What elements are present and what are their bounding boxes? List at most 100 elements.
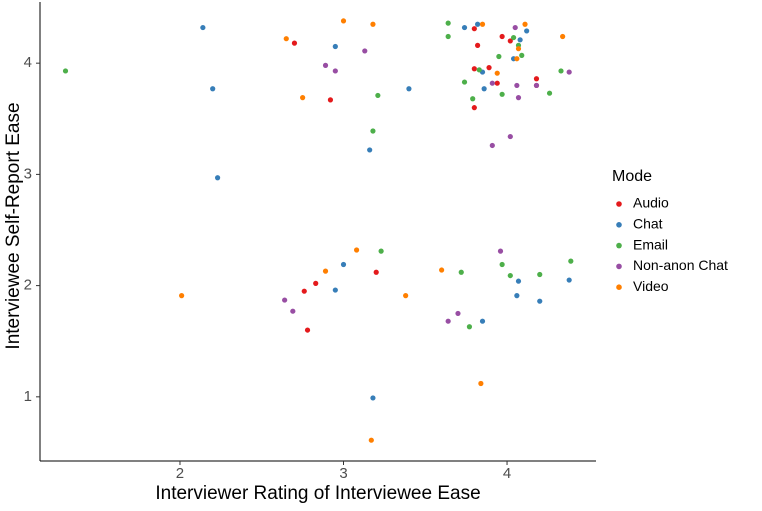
x-tick-label: 4 xyxy=(503,465,511,482)
point xyxy=(455,310,461,317)
point xyxy=(445,20,451,26)
point xyxy=(406,86,412,92)
point xyxy=(568,258,574,264)
point xyxy=(283,36,289,42)
y-tick-label: 4 xyxy=(24,54,32,71)
point xyxy=(507,38,513,44)
point xyxy=(332,68,338,74)
point xyxy=(566,277,572,283)
y-tick-label: 1 xyxy=(24,388,32,405)
point xyxy=(290,308,296,314)
legend-label: Audio xyxy=(633,195,669,211)
point xyxy=(522,21,528,27)
point xyxy=(475,21,481,27)
point xyxy=(494,80,500,86)
point xyxy=(507,133,513,140)
point xyxy=(514,293,520,299)
point xyxy=(546,90,553,96)
point xyxy=(499,261,505,268)
point xyxy=(62,68,69,74)
point xyxy=(510,34,517,41)
point xyxy=(445,33,451,40)
y-tick-label: 2 xyxy=(24,277,32,294)
point xyxy=(370,21,376,27)
point xyxy=(214,175,221,181)
legend-label: Non-anon Chat xyxy=(633,257,728,273)
point xyxy=(512,24,518,31)
point xyxy=(499,33,505,40)
point xyxy=(466,324,473,330)
point xyxy=(403,293,409,299)
point xyxy=(362,48,368,54)
point xyxy=(327,97,334,103)
legend-marker xyxy=(616,222,622,228)
point xyxy=(497,248,504,254)
legend-marker xyxy=(616,201,622,207)
point xyxy=(340,261,347,268)
point xyxy=(481,86,487,92)
point xyxy=(507,272,513,279)
point xyxy=(300,95,306,101)
point xyxy=(373,269,379,275)
point xyxy=(439,267,445,273)
point xyxy=(375,92,381,99)
point xyxy=(514,82,520,89)
legend-marker xyxy=(616,263,622,270)
point xyxy=(515,46,522,52)
point xyxy=(558,68,564,74)
point xyxy=(370,128,376,134)
point xyxy=(313,280,319,286)
point xyxy=(304,327,311,333)
point xyxy=(519,52,525,58)
point xyxy=(476,67,482,73)
point xyxy=(533,76,540,82)
point xyxy=(533,82,540,89)
point xyxy=(489,80,495,86)
point xyxy=(322,62,329,68)
point xyxy=(560,33,566,40)
point xyxy=(200,24,206,31)
point xyxy=(179,293,185,299)
point xyxy=(479,318,486,324)
point xyxy=(524,28,530,34)
point xyxy=(479,21,486,27)
point xyxy=(291,40,298,46)
y-tick-label: 3 xyxy=(24,165,32,182)
point xyxy=(478,380,484,387)
legend-marker xyxy=(616,242,622,249)
x-axis-label: Interviewer Rating of Interviewee Ease xyxy=(155,483,480,504)
point xyxy=(340,18,347,24)
legend-marker xyxy=(616,284,622,291)
point xyxy=(486,65,492,71)
point xyxy=(367,147,373,153)
point xyxy=(332,43,338,50)
point xyxy=(471,105,477,111)
point xyxy=(537,271,543,278)
point xyxy=(332,287,338,293)
point xyxy=(370,395,376,401)
point xyxy=(470,96,476,102)
point xyxy=(282,297,288,303)
point xyxy=(353,247,360,253)
point xyxy=(517,37,523,43)
point xyxy=(301,288,307,294)
point xyxy=(378,248,384,254)
point xyxy=(471,66,477,72)
point xyxy=(210,86,216,92)
point xyxy=(496,53,502,60)
point xyxy=(515,95,522,101)
point xyxy=(537,298,543,304)
point xyxy=(458,269,464,275)
point xyxy=(515,278,522,284)
point xyxy=(322,268,329,274)
point xyxy=(494,70,500,76)
legend-title: Mode xyxy=(612,168,652,185)
point xyxy=(475,42,481,48)
point xyxy=(514,56,520,62)
point xyxy=(461,79,468,85)
point xyxy=(489,142,495,149)
legend-label: Chat xyxy=(633,216,663,232)
point xyxy=(461,24,468,31)
y-axis-label: Interviewee Self-Report Ease xyxy=(3,102,24,349)
